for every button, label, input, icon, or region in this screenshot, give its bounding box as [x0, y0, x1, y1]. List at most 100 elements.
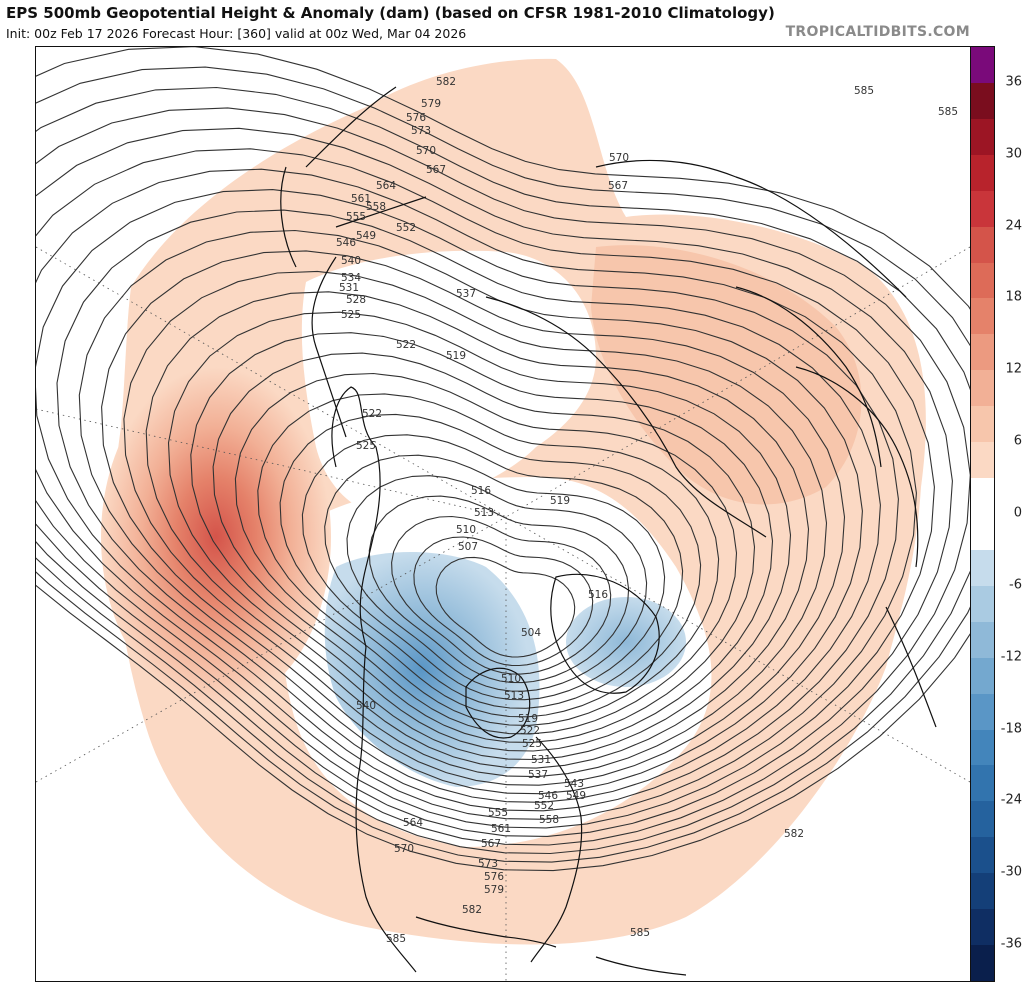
colorbar-tick-label: -30	[1000, 864, 1022, 880]
height-contour-line	[368, 495, 630, 684]
colorbar-bin	[971, 909, 994, 946]
contour-label: 582	[436, 76, 456, 88]
contour-label: 567	[426, 164, 446, 176]
colorbar-bin	[971, 47, 994, 84]
contour-label: 564	[376, 180, 396, 192]
colorbar-tick-label: 6	[1013, 433, 1022, 449]
contour-labels: 5825795765735705675645615585555525495465…	[336, 76, 958, 945]
colorbar-bin	[971, 873, 994, 910]
height-contour-line	[257, 393, 720, 726]
contour-label: 552	[534, 800, 554, 812]
colorbar-bin	[971, 406, 994, 443]
contour-label: 561	[491, 823, 511, 835]
pacific-ridge-anomaly	[101, 367, 331, 707]
source-brand: TROPICALTIDBITS.COM	[785, 24, 970, 40]
colorbar-bin	[971, 801, 994, 838]
contour-label: 531	[339, 282, 359, 294]
eurasia-positive-anomaly	[591, 245, 862, 505]
contour-label: 522	[396, 339, 416, 351]
colorbar-bin	[971, 154, 994, 192]
map-title: EPS 500mb Geopotential Height & Anomaly …	[6, 4, 775, 22]
contour-label: 540	[341, 255, 361, 267]
contour-label: 513	[474, 507, 494, 519]
contour-label: 567	[608, 180, 628, 192]
height-contour-line	[167, 311, 792, 761]
colorbar-tick-label: 24	[1005, 218, 1022, 234]
contour-label: 510	[501, 673, 521, 685]
contour-label: 576	[484, 871, 504, 883]
contour-label: 507	[458, 541, 478, 553]
colorbar-bin	[971, 945, 994, 981]
contour-label: 546	[336, 237, 356, 249]
contour-label: 579	[421, 98, 441, 110]
colorbar-bin	[971, 621, 994, 659]
contour-label: 585	[630, 927, 650, 939]
contour-label: 519	[550, 495, 570, 507]
height-contour-line	[324, 454, 666, 701]
contour-label: 513	[504, 690, 524, 702]
colorbar-bin	[971, 837, 994, 874]
colorbar-tick-label: -24	[1000, 792, 1022, 808]
contour-label: 549	[356, 230, 376, 242]
contour-label: 525	[522, 738, 542, 750]
colorbar-bin	[971, 82, 994, 120]
colorbar-bin	[971, 478, 994, 551]
contour-label: 540	[356, 700, 376, 712]
colorbar-tick-label: -6	[1009, 577, 1022, 593]
contour-label: 552	[396, 222, 416, 234]
colorbar-bin	[971, 765, 994, 802]
coastlines	[280, 86, 937, 976]
greenland-negative-anomaly	[566, 597, 686, 687]
colorbar-bin	[971, 442, 994, 479]
height-contour-line	[56, 209, 881, 803]
height-contour-line	[36, 86, 970, 855]
polar-map-panel: 582 579 576 573 570 567 564 561 558 555 552 549 546 5…	[35, 46, 971, 982]
height-contour-line	[413, 536, 594, 667]
height-contour-line	[36, 107, 970, 846]
colorbar-bin	[971, 262, 994, 299]
height-contour-line	[234, 372, 738, 735]
init-forecast-info: Init: 00z Feb 17 2026 Forecast Hour: [36…	[6, 26, 467, 41]
contour-label: 522	[520, 725, 540, 737]
height-contour-line	[36, 127, 953, 837]
height-contour-line	[36, 189, 899, 812]
height-contour-line	[36, 148, 935, 829]
colorbar-bin	[971, 190, 994, 228]
colorbar-bin	[971, 549, 994, 587]
contour-label: 579	[484, 884, 504, 896]
contour-label: 537	[456, 288, 476, 300]
colorbar-bin	[971, 370, 994, 407]
contour-label: 570	[394, 843, 414, 855]
height-contours	[36, 47, 970, 872]
contour-label: 516	[471, 485, 491, 497]
height-contour-line	[301, 434, 684, 709]
height-contour-line	[212, 352, 756, 743]
contour-label: 504	[521, 627, 541, 639]
contour-label: 519	[518, 713, 538, 725]
height-contour-line	[36, 47, 970, 872]
height-contour-line	[346, 475, 648, 692]
contour-label: 531	[531, 754, 551, 766]
contour-label: 543	[564, 778, 584, 790]
height-contour-line	[190, 332, 774, 752]
colorbar-tick-label: 30	[1005, 146, 1022, 162]
contour-label: 555	[346, 211, 366, 223]
colorbar-tick-label: -36	[1000, 936, 1022, 952]
colorbar-bin	[971, 585, 994, 623]
colorbar-tick-label: 12	[1005, 361, 1022, 377]
contour-label: 570	[416, 145, 436, 157]
contour-label: 585	[854, 85, 874, 97]
colorbar-tick-label: 18	[1005, 289, 1022, 305]
contour-label: 546	[538, 790, 558, 802]
colorbar-bin	[971, 334, 994, 371]
contour-label: 549	[566, 790, 586, 802]
height-contour-line	[145, 291, 810, 769]
contour-label: 510	[456, 524, 476, 536]
contour-label: 516	[588, 589, 608, 601]
contour-label: 537	[528, 769, 548, 781]
contour-label: 555	[488, 807, 508, 819]
colorbar-bin	[971, 657, 994, 695]
contour-label: 534	[341, 272, 361, 284]
graticule	[36, 246, 970, 981]
contour-label: 561	[351, 193, 371, 205]
